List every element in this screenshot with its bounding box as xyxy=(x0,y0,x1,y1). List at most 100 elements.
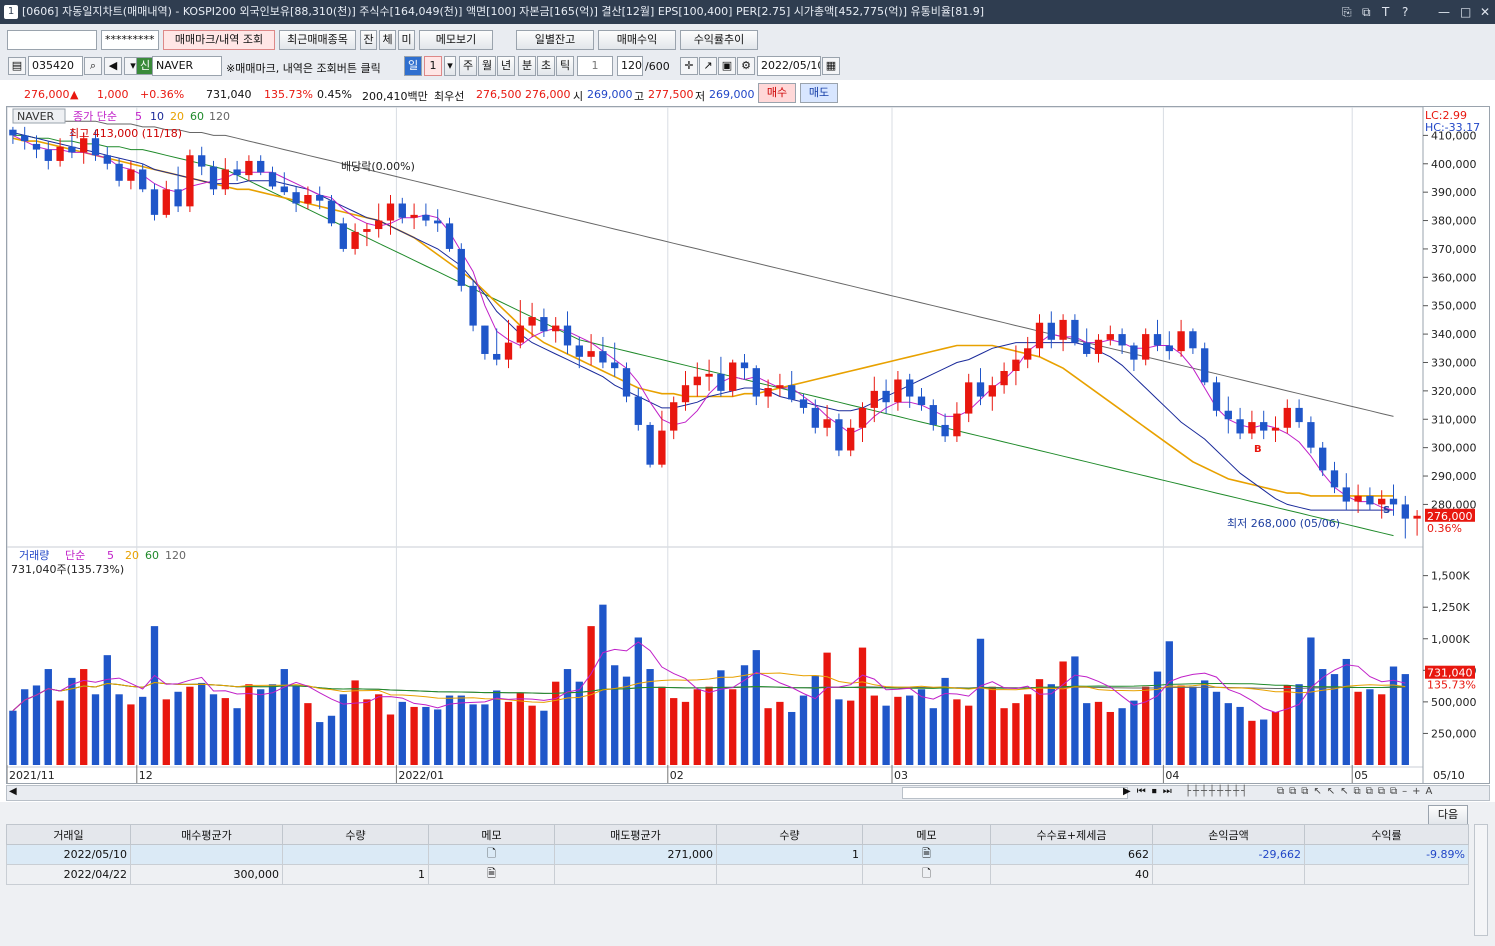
stock-code-input[interactable]: 035420 xyxy=(28,56,83,76)
maximize-icon[interactable]: □ xyxy=(1460,5,1472,19)
legend-ma: 5 xyxy=(135,110,142,123)
period-minute-button[interactable]: 분 xyxy=(518,56,536,76)
recent-trades-button[interactable]: 최근매매종목 xyxy=(279,30,356,50)
bar-count-input[interactable]: 120 xyxy=(617,56,643,76)
date-input[interactable]: 2022/05/10 xyxy=(757,56,821,76)
navigation-icons[interactable]: ▶⏮⏹⏭ xyxy=(1123,786,1178,797)
buy-button[interactable]: 매수 xyxy=(758,83,796,103)
col-fee-tax[interactable]: 수수료+제세금 xyxy=(990,824,1153,845)
period-week-button[interactable]: 주 xyxy=(459,56,477,76)
memo-view-button[interactable]: 메모보기 xyxy=(419,30,493,50)
account-select[interactable] xyxy=(7,30,97,50)
col-return[interactable]: 수익률 xyxy=(1304,824,1469,845)
volume-bar xyxy=(587,626,595,765)
chart-tools-icons[interactable]: ⧉⧉⧉↖↖↖⧉⧉⧉⧉–+A xyxy=(1277,786,1438,797)
trade-mark-query-button[interactable]: 매매마크/내역 조회 xyxy=(163,30,275,50)
cell-pnl: -29,662 xyxy=(1152,844,1305,865)
memo-doc-icon[interactable]: 🗋 xyxy=(428,844,555,865)
draw-tool-icon[interactable]: ↗ xyxy=(699,57,717,75)
period-year-button[interactable]: 년 xyxy=(497,56,515,76)
cell-sell-qty xyxy=(716,864,863,885)
daily-balance-button[interactable]: 일별잔고 xyxy=(516,30,594,50)
volume-bar xyxy=(1260,719,1268,765)
col-pnl[interactable]: 손익금액 xyxy=(1152,824,1305,845)
interval-select[interactable]: 1 xyxy=(577,56,613,76)
last-volume-box xyxy=(1425,665,1475,679)
col-buy-memo[interactable]: 메모 xyxy=(428,824,555,845)
trade-profit-button[interactable]: 매매수익 xyxy=(598,30,676,50)
col-sell-avg[interactable]: 매도평균가 xyxy=(554,824,717,845)
candle-body xyxy=(776,385,784,389)
stock-chart[interactable]: 410,000 400,000 390,000 380,000 370,000 360,0… xyxy=(6,106,1489,783)
period-tick-button[interactable]: 틱 xyxy=(556,56,574,76)
sell-button[interactable]: 매도 xyxy=(800,83,838,103)
candle-body xyxy=(233,169,241,176)
minimize-icon[interactable]: — xyxy=(1438,5,1450,19)
settings-icon[interactable]: ⚙ xyxy=(737,57,755,75)
crosshair-icon[interactable]: ✛ xyxy=(680,57,698,75)
memo-doc-icon[interactable]: 🗋 xyxy=(862,864,991,885)
candle-body xyxy=(835,419,843,451)
font-size-icon[interactable]: T xyxy=(1382,5,1390,19)
volume-bar xyxy=(198,682,206,765)
restore-layout-icon[interactable]: ⎘ xyxy=(1342,5,1352,19)
candle-body xyxy=(1401,504,1409,519)
col-trade-date[interactable]: 거래일 xyxy=(6,824,131,845)
scroll-left-icon[interactable]: ◀ xyxy=(9,786,17,797)
volume-bar xyxy=(268,684,277,765)
zoom-slider-icon[interactable]: ├┼┼┼┼┼┼┤ xyxy=(1185,786,1250,797)
candle-body xyxy=(80,138,88,153)
next-button[interactable]: 다음 xyxy=(1428,805,1468,825)
memo-edit-icon[interactable]: 🗎 xyxy=(862,844,991,865)
volume-bar xyxy=(351,680,359,765)
help-icon[interactable]: ? xyxy=(1402,5,1409,19)
table-row[interactable]: 2022/04/22 300,000 1 🗎 🗋 40 xyxy=(6,864,1469,885)
unfilled-button[interactable]: 미 xyxy=(398,30,415,50)
filled-button[interactable]: 체 xyxy=(379,30,396,50)
col-buy-qty[interactable]: 수량 xyxy=(282,824,429,845)
chart-scrollbar[interactable]: ◀ ▶⏮⏹⏭ ├┼┼┼┼┼┼┤ ⧉⧉⧉↖↖↖⧉⧉⧉⧉–+A xyxy=(6,785,1490,801)
volume-bar xyxy=(847,700,855,765)
password-input[interactable]: ********* xyxy=(101,30,159,50)
volume-bar xyxy=(1130,700,1138,765)
memo-edit-icon[interactable]: 🗎 xyxy=(428,864,555,885)
volume-bar xyxy=(563,669,572,765)
chart-panel[interactable]: 410,000 400,000 390,000 380,000 370,000 360,0… xyxy=(6,106,1490,784)
col-sell-memo[interactable]: 메모 xyxy=(862,824,991,845)
stock-name[interactable]: NAVER xyxy=(152,56,222,76)
period-second-button[interactable]: 초 xyxy=(537,56,555,76)
calendar-icon[interactable]: ▦ xyxy=(822,57,840,75)
candle-body xyxy=(764,388,772,397)
quote-rate: +0.36% xyxy=(140,88,185,101)
cell-return xyxy=(1304,864,1469,885)
volume-bar xyxy=(1201,680,1209,765)
volume-bar xyxy=(493,690,501,765)
search-icon[interactable]: ⌕ xyxy=(84,57,102,75)
save-icon[interactable]: ▣ xyxy=(718,57,736,75)
period-dropdown[interactable]: ▾ xyxy=(444,56,456,76)
scroll-thumb[interactable] xyxy=(902,787,1128,799)
volume-bar xyxy=(91,694,100,765)
volume-bar xyxy=(729,689,737,765)
open-price: 269,000 xyxy=(587,88,633,101)
col-sell-qty[interactable]: 수량 xyxy=(716,824,863,845)
close-icon[interactable]: ✕ xyxy=(1480,5,1491,19)
table-scrollbar[interactable] xyxy=(1474,824,1488,936)
quote-change: 1,000 xyxy=(97,88,129,101)
balance-button[interactable]: 잔 xyxy=(360,30,377,50)
candle-body xyxy=(1236,419,1244,434)
candle-body xyxy=(139,169,147,190)
period-count-select[interactable]: 1 xyxy=(424,56,442,76)
duplicate-window-icon[interactable]: ⧉ xyxy=(1362,5,1371,19)
layout-icon[interactable]: ▤ xyxy=(8,57,26,75)
table-row[interactable]: 2022/05/10 🗋 271,000 1 🗎 662 -29,662 -9.… xyxy=(6,844,1469,865)
period-day-button[interactable]: 일 xyxy=(404,56,422,76)
return-trend-button[interactable]: 수익률추이 xyxy=(680,30,758,50)
period-month-button[interactable]: 월 xyxy=(478,56,496,76)
last-price-box xyxy=(1425,508,1475,522)
volume-bar xyxy=(1106,711,1114,765)
col-buy-avg[interactable]: 매수평균가 xyxy=(130,824,283,845)
sound-icon[interactable]: ◀ xyxy=(104,57,122,75)
candle-body xyxy=(634,396,642,425)
cell-fee: 662 xyxy=(990,844,1153,865)
